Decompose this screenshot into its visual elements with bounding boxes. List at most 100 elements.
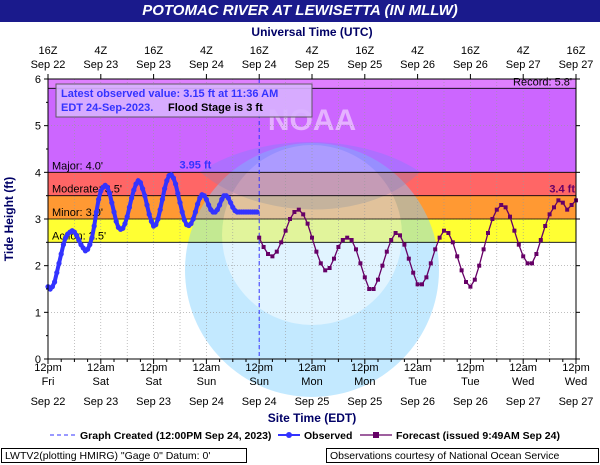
legend-forecast-label: Forecast (issued 9:49AM Sep 24) <box>396 430 560 442</box>
top-tick-date: Sep 23 <box>136 59 171 71</box>
chart-title: POTOMAC RIVER AT LEWISETTA (IN MLLW) <box>0 0 600 22</box>
seal-gull-shape <box>200 142 420 210</box>
y-tick-label: 0 <box>35 354 41 366</box>
bottom-tick-day: Sat <box>145 376 162 388</box>
top-tick-time: 4Z <box>411 45 424 57</box>
bottom-tick-date: Sep 27 <box>559 396 594 408</box>
observed-point <box>104 184 110 190</box>
bottom-tick-time: 12pm <box>245 362 273 374</box>
forecast-point <box>420 282 424 287</box>
observed-point <box>142 193 148 199</box>
observed-point <box>157 207 163 213</box>
top-tick-date: Sep 25 <box>347 59 382 71</box>
bottom-tick-date: Sep 23 <box>136 396 171 408</box>
forecast-point <box>477 263 482 268</box>
forecast-point <box>552 205 556 210</box>
observed-point <box>177 200 183 206</box>
forecast-point <box>257 235 262 240</box>
observed-point <box>148 218 154 224</box>
bottom-tick-day: Mon <box>301 376 322 388</box>
bottom-tick-time: 12am <box>509 362 537 374</box>
forecast-point <box>424 275 429 280</box>
y-tick-label: 3 <box>35 214 41 226</box>
bottom-tick-day: Mon <box>354 376 375 388</box>
forecast-point <box>380 263 385 268</box>
bottom-tick-day: Fri <box>42 376 55 388</box>
observed-point <box>214 207 220 213</box>
forecast-point <box>547 212 552 217</box>
bottom-tick-date: Sep 26 <box>400 396 435 408</box>
observed-point <box>192 209 198 215</box>
forecast-point <box>261 245 266 249</box>
observed-point <box>137 180 143 186</box>
forecast-point <box>437 235 442 240</box>
observed-point <box>175 190 181 196</box>
observed-point <box>203 196 209 202</box>
footer-right-text: Observations courtesy of National Ocean … <box>330 450 560 462</box>
forecast-point <box>310 235 314 240</box>
forecast-point <box>512 228 517 233</box>
forecast-point <box>327 266 332 270</box>
forecast-point <box>314 249 319 254</box>
observed-point <box>254 209 260 215</box>
forecast-point <box>323 268 328 273</box>
footer-left-box: LWTV2(plotting HMIRG) "Gage 0" Datum: 0' <box>1 448 247 463</box>
forecast-point <box>318 261 323 266</box>
observed-point <box>56 260 62 266</box>
forecast-point <box>358 261 363 266</box>
forecast-point <box>538 238 543 242</box>
legend-observed-marker <box>286 432 292 438</box>
bottom-tick-time: 12pm <box>34 362 62 374</box>
bottom-tick-date: Sep 25 <box>347 396 382 408</box>
observed-point <box>113 218 119 224</box>
info-box-line2-rest: Flood Stage is 3 ft <box>168 102 263 114</box>
forecast-point <box>406 256 411 261</box>
top-tick-time: 4Z <box>306 45 319 57</box>
observed-point <box>124 214 130 220</box>
bottom-tick-time: 12am <box>87 362 115 374</box>
top-tick-time: 16Z <box>461 45 480 57</box>
observed-series-points <box>45 172 260 292</box>
forecast-point <box>446 231 451 235</box>
top-tick-time: 4Z <box>94 45 107 57</box>
top-tick-time: 4Z <box>517 45 530 57</box>
info-box-line1: Latest observed value: 3.15 ft at 11:36 … <box>61 88 278 100</box>
observed-point <box>54 270 60 276</box>
bottom-tick-time: 12pm <box>351 362 379 374</box>
forecast-series-points <box>257 198 578 291</box>
bottom-tick-time: 12am <box>404 362 432 374</box>
observed-point <box>153 222 159 228</box>
forecast-point <box>384 249 389 254</box>
forecast-point <box>565 207 570 212</box>
bottom-tick-date: Sep 24 <box>242 396 277 408</box>
bottom-tick-time: 12am <box>193 362 221 374</box>
forecast-point <box>521 254 526 259</box>
forecast-point <box>402 242 407 247</box>
observed-point <box>131 187 137 193</box>
observed-point <box>52 279 58 285</box>
forecast-point <box>494 207 499 212</box>
stage-label-minor: Minor: 3.0' <box>52 207 103 219</box>
seal-lower-circle <box>185 143 439 397</box>
observed-point <box>155 216 161 222</box>
observed-point <box>188 221 194 227</box>
stage-label-major: Major: 4.0' <box>52 160 103 172</box>
top-axis-ticks: 16Z Sep 22 4Z Sep 23 16Z Sep 23 4Z Sep 24 16Z Sep… <box>31 45 594 79</box>
footer-right-box: Observations courtesy of National Ocean … <box>326 448 599 463</box>
stage-band-4 <box>48 219 576 243</box>
top-tick-date: Sep 23 <box>83 59 118 71</box>
forecast-point <box>415 282 420 287</box>
top-tick-time: 16Z <box>355 45 374 57</box>
forecast-point <box>332 256 336 261</box>
forecast-point <box>481 247 486 252</box>
forecast-point <box>516 242 521 247</box>
top-tick-date: Sep 22 <box>31 59 66 71</box>
forecast-point <box>525 261 530 266</box>
bottom-tick-time: 12pm <box>562 362 590 374</box>
forecast-point <box>556 198 561 203</box>
observed-point <box>228 200 234 206</box>
bottom-tick-date: Sep 22 <box>31 396 66 408</box>
top-tick-date: Sep 27 <box>559 59 594 71</box>
top-tick-time: 16Z <box>39 45 58 57</box>
